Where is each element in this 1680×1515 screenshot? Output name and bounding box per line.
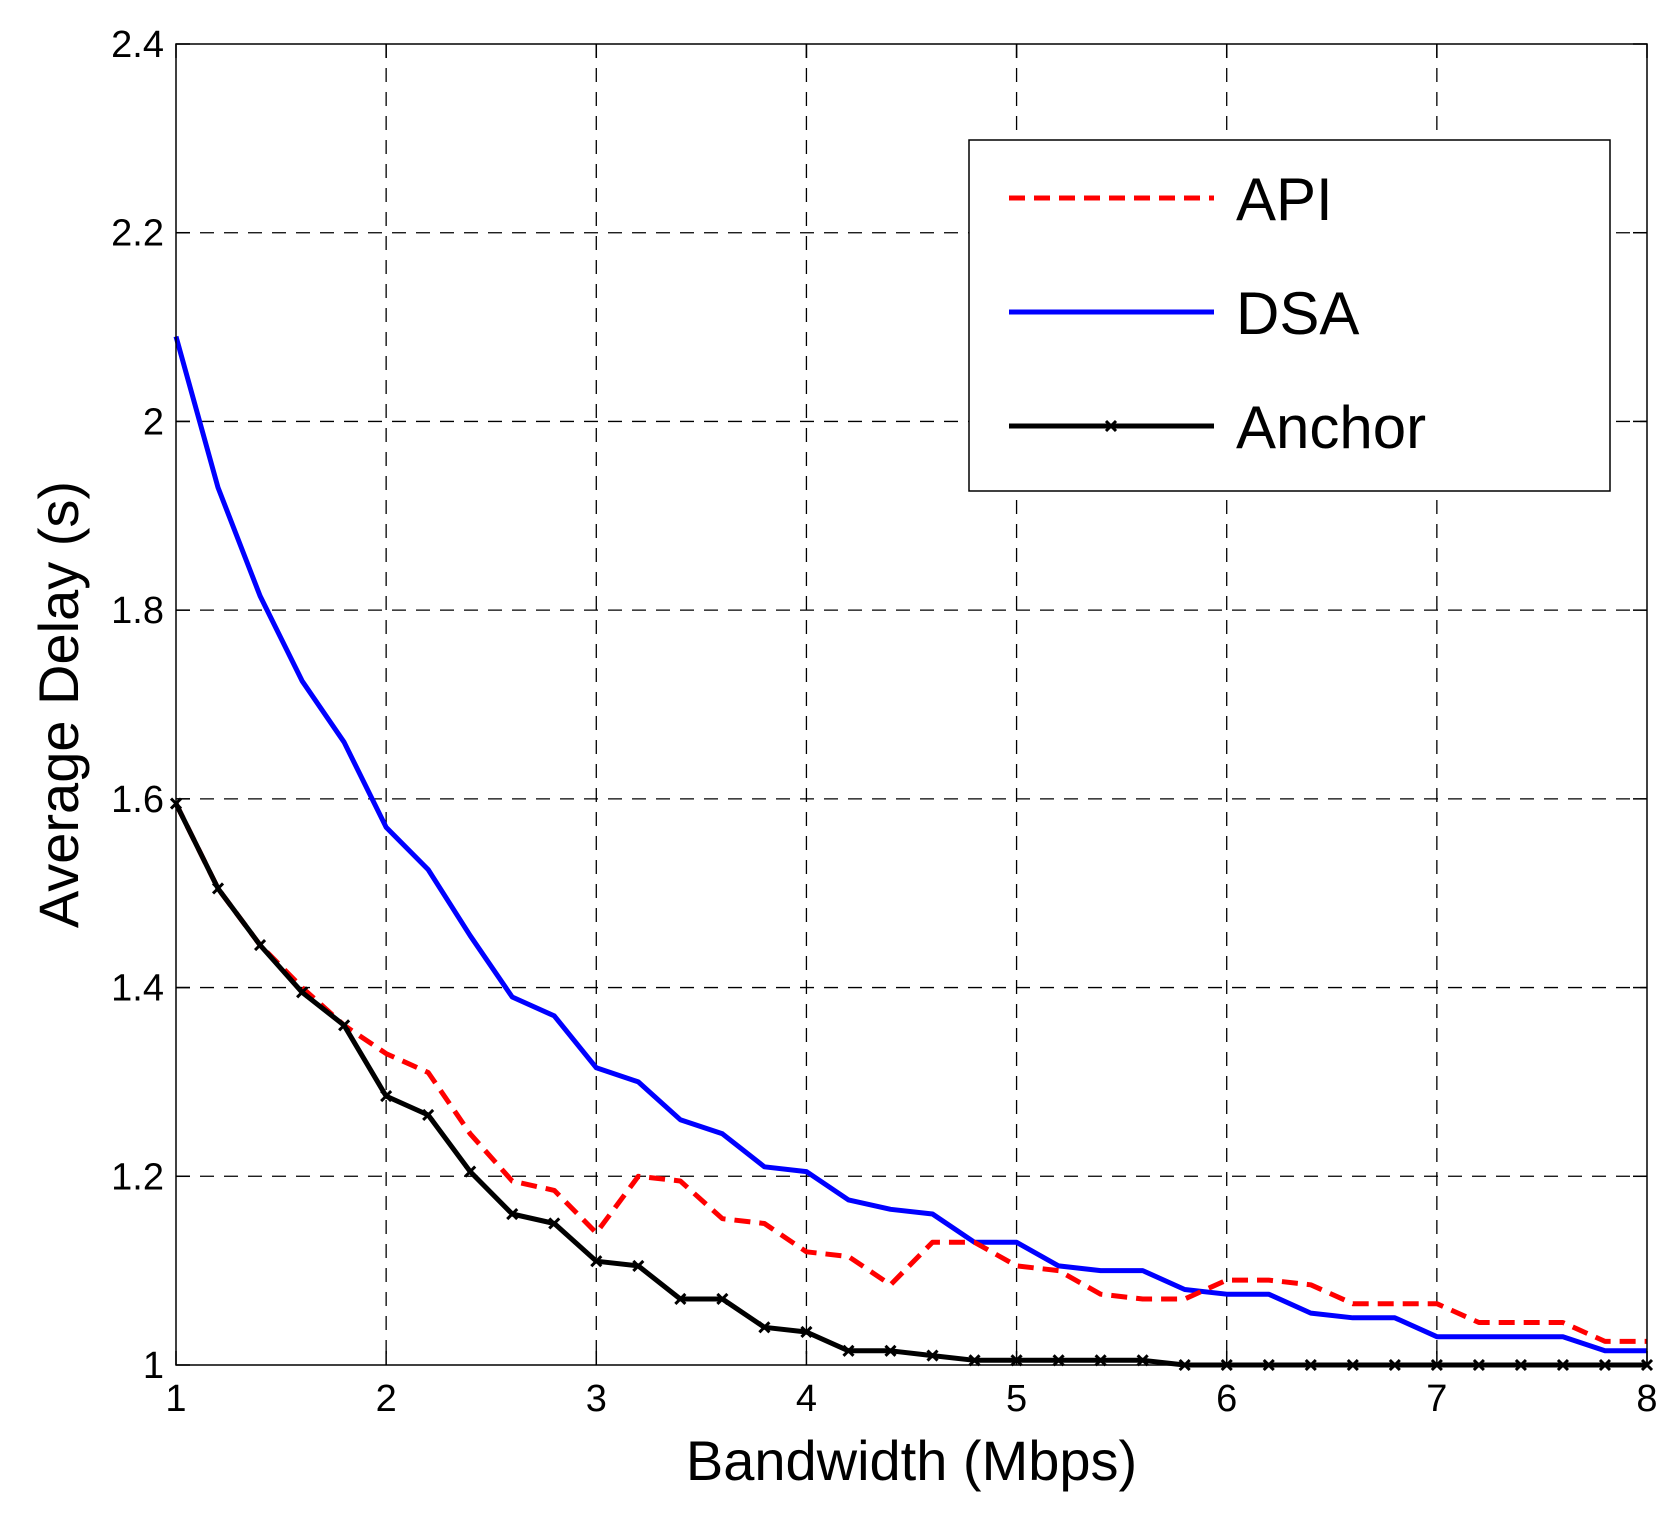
legend-item-api: API [1009, 166, 1333, 233]
x-axis-label: Bandwidth (Mbps) [686, 1429, 1137, 1492]
legend-box [968, 139, 1611, 492]
data-point-anchor [758, 1321, 771, 1334]
y-tick-label: 1.4 [111, 968, 164, 1010]
data-point-anchor [674, 1292, 687, 1306]
data-point-anchor [506, 1207, 519, 1221]
series-line-api [173, 802, 1647, 1344]
legend-marker-anchor [1104, 419, 1118, 433]
data-point-anchor [548, 1217, 561, 1230]
y-tick-label: 1.6 [111, 779, 164, 821]
data-point-anchor [422, 1108, 435, 1122]
legend-label-dsa: DSA [1236, 280, 1359, 347]
data-point-anchor [464, 1165, 477, 1178]
series-dsa [173, 335, 1647, 1354]
series-api [173, 802, 1647, 1344]
y-axis-label: Average Delay (s) [27, 481, 90, 928]
series-line-dsa [173, 335, 1647, 1354]
data-point-anchor [338, 1019, 351, 1032]
data-point-anchor [1052, 1354, 1065, 1367]
legend-item-anchor: Anchor [1009, 394, 1426, 461]
data-point-anchor [590, 1255, 603, 1268]
data-point-anchor [1136, 1354, 1149, 1367]
x-tick-label: 4 [796, 1378, 817, 1420]
x-tick-label: 1 [165, 1378, 186, 1420]
data-point-anchor [1094, 1354, 1107, 1367]
axis-ticks: 1 2 3 4 5 6 7 8 1 1.2 1.4 1.6 1.8 2 2.2 2.4 [111, 24, 1657, 1420]
x-tick-label: 6 [1216, 1378, 1237, 1420]
data-point-anchor [632, 1259, 645, 1272]
data-point-anchor [884, 1344, 897, 1357]
data-point-anchor [842, 1344, 855, 1357]
data-point-anchor [296, 986, 309, 999]
y-tick-label: 2.2 [111, 213, 164, 255]
x-tick-label: 3 [586, 1378, 607, 1420]
y-tick-label: 2 [143, 401, 164, 443]
data-point-anchor [211, 882, 225, 895]
legend-label-anchor: Anchor [1236, 394, 1426, 461]
data-point-anchor [800, 1325, 813, 1339]
x-tick-label: 2 [376, 1378, 397, 1420]
plot-frame [175, 43, 1648, 1366]
data-point-anchor [926, 1349, 939, 1362]
data-point-anchor [380, 1090, 393, 1103]
data-point-anchor [716, 1292, 729, 1306]
legend: API DSA Anchor [968, 139, 1611, 492]
x-tick-label: 5 [1006, 1378, 1027, 1420]
y-tick-label: 1.2 [111, 1156, 164, 1198]
y-tick-label: 1 [143, 1345, 164, 1387]
x-tick-label: 7 [1426, 1378, 1447, 1420]
y-tick-label: 1.8 [111, 590, 164, 632]
legend-label-api: API [1236, 166, 1333, 233]
data-point-anchor [968, 1354, 981, 1367]
legend-item-dsa: DSA [1009, 280, 1359, 347]
data-point-anchor [253, 939, 267, 952]
y-tick-label: 2.4 [111, 24, 164, 66]
x-tick-label: 8 [1636, 1378, 1657, 1420]
